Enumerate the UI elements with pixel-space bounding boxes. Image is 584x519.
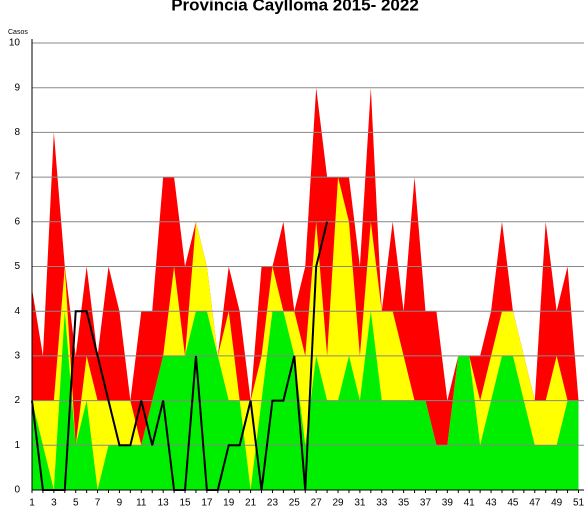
x-tick-label: 15 <box>179 498 191 509</box>
x-tick-label: 5 <box>73 498 79 509</box>
y-tick-label: 8 <box>14 127 20 138</box>
x-tick-label: 17 <box>201 498 213 509</box>
x-tick-label: 23 <box>267 498 279 509</box>
x-tick-label: 21 <box>245 498 257 509</box>
x-tick-label: 33 <box>376 498 388 509</box>
y-axis-label: Casos <box>8 29 28 36</box>
x-tick-label: 27 <box>311 498 323 509</box>
x-tick-label: 39 <box>442 498 454 509</box>
y-tick-label: 0 <box>14 485 20 496</box>
x-tick-label: 35 <box>398 498 410 509</box>
y-tick-label: 6 <box>14 216 20 227</box>
y-tick-label: 10 <box>9 38 21 49</box>
y-tick-label: 9 <box>14 82 20 93</box>
x-tick-label: 51 <box>573 498 584 509</box>
x-tick-label: 43 <box>485 498 497 509</box>
x-tick-label: 41 <box>464 498 476 509</box>
y-tick-label: 7 <box>14 172 20 183</box>
x-tick-label: 47 <box>529 498 541 509</box>
y-tick-label: 3 <box>14 351 20 362</box>
x-tick-label: 29 <box>332 498 344 509</box>
y-tick-label: 5 <box>14 261 20 272</box>
x-tick-label: 3 <box>51 498 57 509</box>
x-tick-label: 13 <box>158 498 170 509</box>
x-tick-label: 1 <box>29 498 35 509</box>
y-tick-label: 1 <box>14 440 20 451</box>
chart-title: Provincia Caylloma 2015- 2022 <box>171 0 419 14</box>
y-tick-label: 4 <box>14 306 20 317</box>
y-tick-label: 2 <box>14 395 20 406</box>
x-tick-label: 37 <box>420 498 432 509</box>
x-tick-label: 9 <box>117 498 123 509</box>
x-tick-label: 49 <box>551 498 563 509</box>
x-tick-label: 19 <box>223 498 235 509</box>
x-tick-label: 45 <box>507 498 519 509</box>
x-tick-label: 25 <box>289 498 301 509</box>
x-tick-label: 7 <box>95 498 101 509</box>
x-tick-label: 31 <box>354 498 366 509</box>
x-tick-label: 11 <box>136 498 147 509</box>
